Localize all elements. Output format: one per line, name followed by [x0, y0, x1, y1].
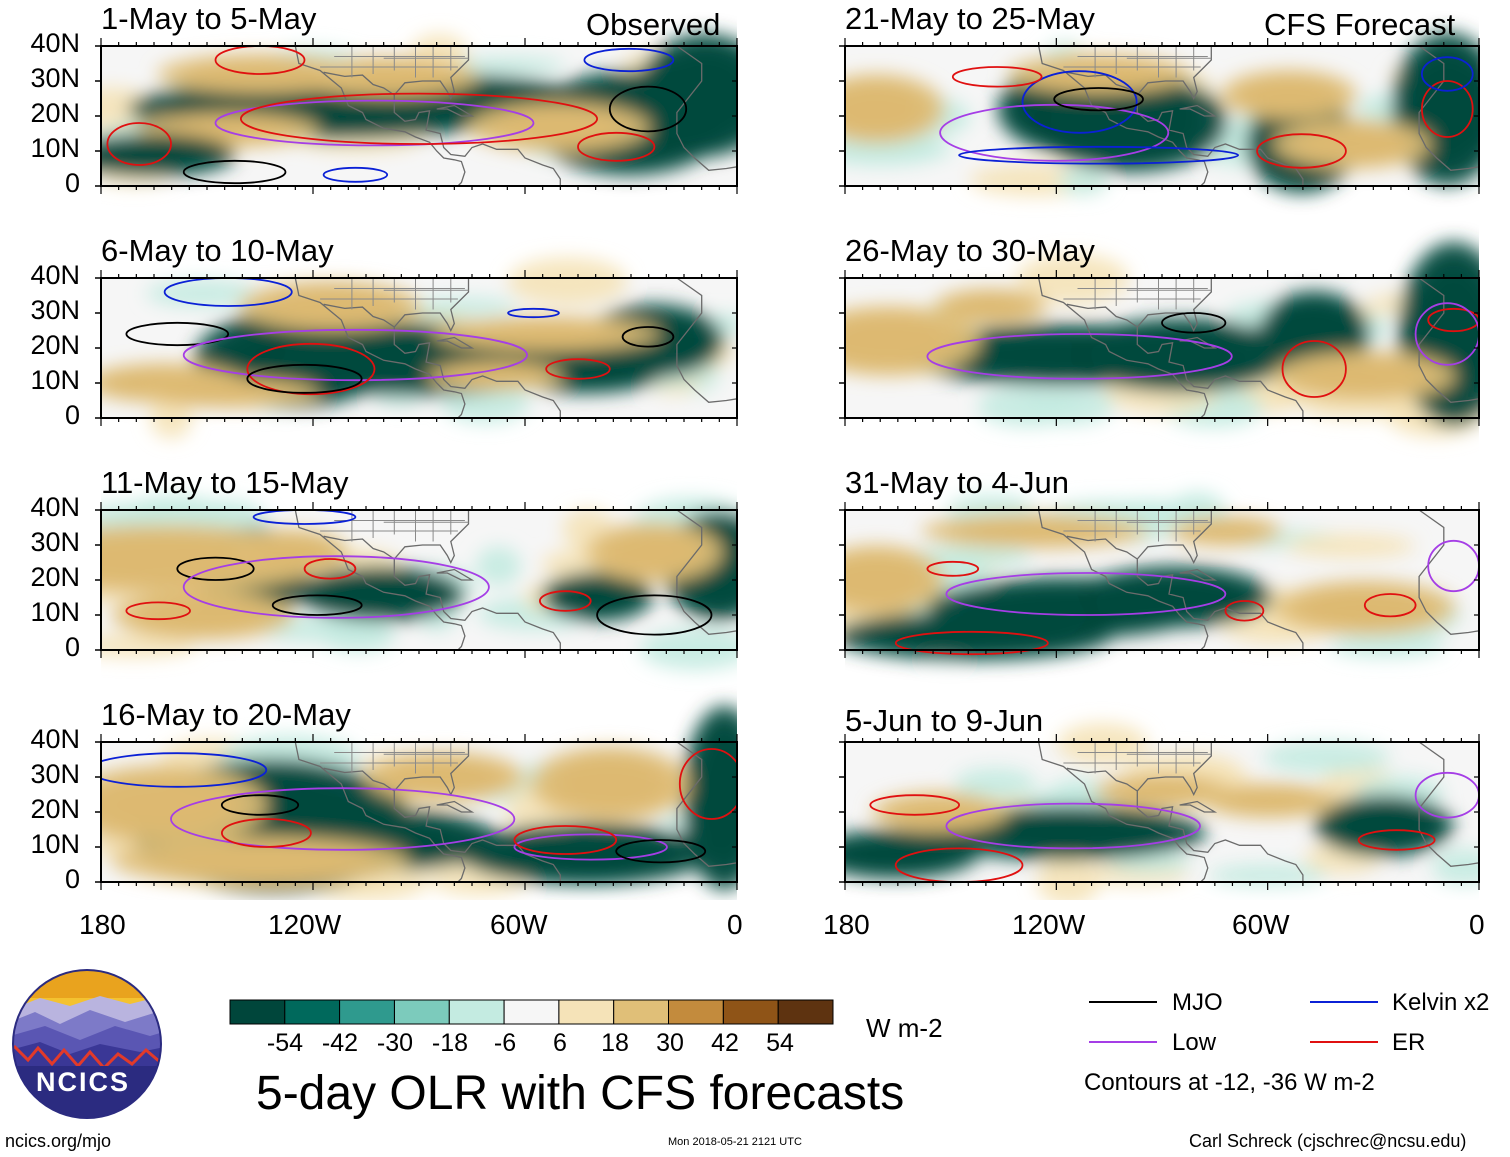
- ytick-40n: 40N: [30, 260, 80, 290]
- ytick-10n: 10N: [30, 133, 80, 163]
- ncics-logo: [12, 969, 162, 1119]
- panel-observed-3: [95, 495, 738, 671]
- legend-note: Contours at -12, -36 W m-2: [1084, 1069, 1375, 1096]
- author-credit: Carl Schreck (cjschrec@ncsu.edu): [1189, 1131, 1467, 1151]
- panel-date-fc-3: 31-May to 4-Jun: [845, 465, 1069, 500]
- panel-date-obs-3: 11-May to 15-May: [101, 465, 349, 500]
- figure-title: 5-day OLR with CFS forecasts: [256, 1067, 905, 1120]
- xtick-180-right: 180: [823, 909, 870, 940]
- xtick-60w-right: 60W: [1232, 909, 1290, 940]
- ytick-30n: 30N: [30, 527, 80, 557]
- colorbar-label: 30: [656, 1029, 684, 1057]
- legend: [1089, 1001, 1378, 1043]
- colorbar-swatch: [777, 999, 834, 1025]
- ytick-20n: 20N: [30, 794, 80, 824]
- colorbar-swatch: [613, 999, 670, 1025]
- xtick-120w-right: 120W: [1012, 909, 1086, 940]
- colorbar: [229, 999, 834, 1025]
- timestamp: Mon 2018-05-21 2121 UTC: [668, 1136, 802, 1148]
- panel-date-obs-2: 6-May to 10-May: [101, 233, 334, 268]
- colorbar-label: 42: [711, 1029, 739, 1057]
- panel-date-fc-4: 5-Jun to 9-Jun: [845, 703, 1044, 738]
- colorbar-swatch: [394, 999, 450, 1025]
- ytick-20n: 20N: [30, 98, 80, 128]
- ytick-40n: 40N: [30, 28, 80, 58]
- colorbar-swatch: [448, 999, 505, 1025]
- colorbar-swatch: [339, 999, 395, 1025]
- colorbar-swatch: [229, 999, 286, 1025]
- colorbar-label: 6: [553, 1029, 567, 1057]
- panel-observed-1: [95, 33, 738, 194]
- ytick-30n: 30N: [30, 759, 80, 789]
- legend-label-kelvin: Kelvin x2: [1392, 989, 1490, 1016]
- colorbar-label: -54: [266, 1029, 304, 1057]
- ytick-20n: 20N: [30, 562, 80, 592]
- ytick-40n: 40N: [30, 724, 80, 754]
- ytick-0: 0: [64, 864, 80, 894]
- colorbar-label: 18: [601, 1029, 629, 1057]
- colorbar-label: -6: [493, 1029, 517, 1057]
- ytick-20n: 20N: [30, 330, 80, 360]
- ytick-30n: 30N: [30, 295, 80, 325]
- panel-forecast-1: [839, 32, 1480, 197]
- ytick-0: 0: [64, 632, 80, 662]
- ytick-10n: 10N: [30, 829, 80, 859]
- ytick-10n: 10N: [30, 597, 80, 627]
- source-url[interactable]: ncics.org/mjo: [5, 1131, 112, 1151]
- panel-date-fc-2: 26-May to 30-May: [845, 233, 1095, 268]
- colorbar-swatch: [722, 999, 779, 1025]
- ytick-30n: 30N: [30, 63, 80, 93]
- legend-label-low: Low: [1172, 1029, 1217, 1056]
- panel-observed-4: [95, 705, 738, 900]
- xtick-60w-left: 60W: [490, 909, 548, 940]
- panel-date-obs-1: 1-May to 5-May: [101, 1, 317, 36]
- colorbar-label: -30: [376, 1029, 414, 1057]
- observed-tag: Observed: [586, 7, 721, 42]
- xtick-0-left: 0: [727, 909, 743, 940]
- panel-observed-2: [95, 257, 738, 439]
- legend-label-er: ER: [1392, 1029, 1426, 1056]
- colorbar-swatch: [668, 999, 724, 1025]
- xtick-120w-left: 120W: [268, 909, 342, 940]
- colorbar-label: -18: [431, 1029, 469, 1057]
- ytick-0: 0: [64, 400, 80, 430]
- colorbar-swatch: [284, 999, 341, 1025]
- colorbar-swatch: [503, 999, 560, 1025]
- colorbar-label: 54: [766, 1029, 794, 1057]
- panel-date-fc-1: 21-May to 25-May: [845, 1, 1095, 36]
- legend-label-mjo: MJO: [1172, 989, 1223, 1016]
- colorbar-label: -42: [321, 1029, 359, 1057]
- panel-forecast-4: [839, 723, 1480, 900]
- logo-text: NCICS: [36, 1067, 131, 1097]
- ytick-10n: 10N: [30, 365, 80, 395]
- cfs-forecast-tag: CFS Forecast: [1264, 7, 1456, 42]
- xtick-0-right: 0: [1469, 909, 1485, 940]
- xtick-180-left: 180: [79, 909, 126, 940]
- ytick-40n: 40N: [30, 492, 80, 522]
- colorbar-unit: W m-2: [866, 1013, 943, 1043]
- colorbar-swatch: [558, 999, 615, 1025]
- panel-forecast-2: [839, 241, 1480, 438]
- panel-date-obs-4: 16-May to 20-May: [101, 697, 351, 732]
- ytick-0: 0: [64, 168, 80, 198]
- panel-forecast-3: [839, 491, 1480, 663]
